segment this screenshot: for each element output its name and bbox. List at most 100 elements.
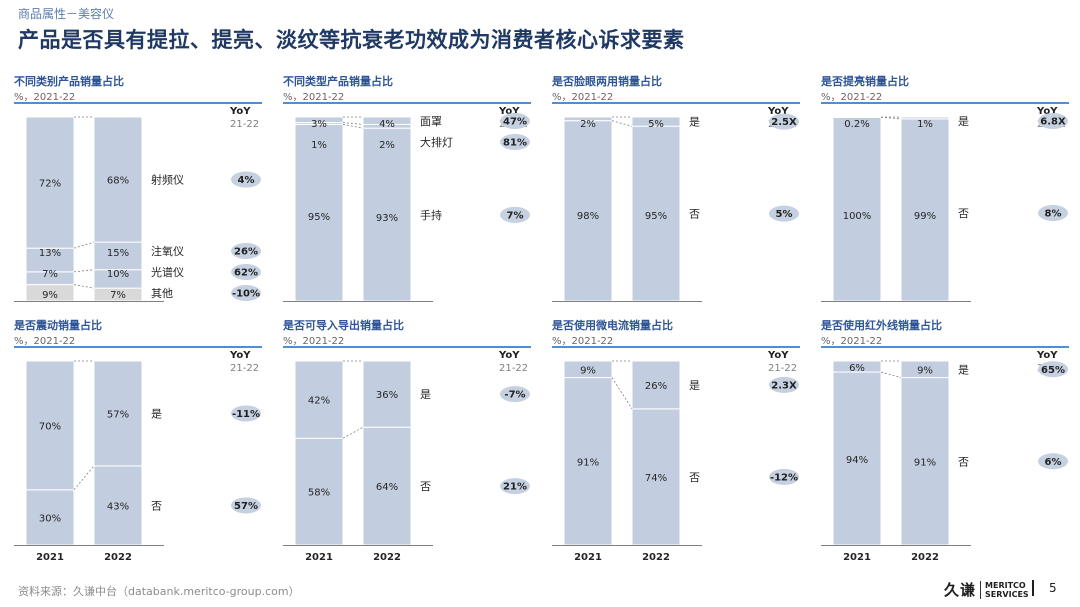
data-label: 42% xyxy=(308,396,330,407)
yoy-badge xyxy=(769,376,799,393)
yoy-value: 62% xyxy=(234,268,258,279)
yoy-badge xyxy=(231,497,261,514)
chart-panel: 是否使用微电流销量占比 %，2021-22 YoY 21-22 9% 91% 26% 74% 是… xyxy=(552,317,802,563)
chart-panel: 是否提亮销量占比%，2021-22YoY21-220.2%100%1%99%是6… xyxy=(821,73,1071,313)
data-label: 1% xyxy=(311,140,327,151)
series-label: 否 xyxy=(958,455,969,468)
data-label: 36% xyxy=(376,390,398,401)
yoy-value: 57% xyxy=(234,501,258,512)
data-label: 64% xyxy=(376,482,398,493)
chart-title: 是否可导入导出销量占比 xyxy=(283,319,404,332)
yoy-badge xyxy=(500,478,530,495)
yoy-period: 21-22 xyxy=(768,363,798,374)
series-label: 否 xyxy=(689,471,700,484)
stacked-bar-chart: 0.2% 100% 1% 99% 是 6.8X 否 8% xyxy=(821,113,1068,302)
data-label: 5% xyxy=(648,119,664,130)
yoy-badge xyxy=(231,171,261,188)
yoy-badge xyxy=(231,285,261,301)
data-label: 100% xyxy=(843,211,872,222)
data-label: 98% xyxy=(577,211,599,222)
connector-line xyxy=(73,241,95,249)
yoy-badge xyxy=(500,386,530,403)
chart-rule xyxy=(821,102,1069,104)
x-tick-label: 2021 xyxy=(843,552,871,563)
data-label: 68% xyxy=(107,176,129,187)
chart-title: 是否使用微电流销量占比 xyxy=(552,319,673,332)
bar-segment xyxy=(563,360,613,379)
data-label: 7% xyxy=(110,290,126,301)
yoy-header: YoY xyxy=(230,350,251,361)
chart-subtitle: %，2021-22 xyxy=(283,336,345,347)
data-label: 99% xyxy=(914,211,936,222)
logo-text: MERITCO SERVICES xyxy=(985,581,1029,599)
x-tick-label: 2022 xyxy=(373,552,401,563)
data-label: 1% xyxy=(917,119,933,130)
chart-title: 是否脸眼两用销量占比 xyxy=(552,75,662,88)
stacked-bar-chart: 9% 91% 26% 74% 是 2.3X 否 -12% 2021 2022 xyxy=(552,360,799,563)
data-label: 3% xyxy=(311,119,327,130)
chart-title: 是否使用红外线销量占比 xyxy=(821,319,942,332)
data-label: 30% xyxy=(39,513,61,524)
logo-divider xyxy=(980,580,982,599)
yoy-value: 8% xyxy=(1045,209,1062,220)
data-label: 9% xyxy=(917,365,933,376)
data-label: 74% xyxy=(645,473,667,484)
data-label: 7% xyxy=(42,269,58,280)
series-label: 大排灯 xyxy=(420,135,453,149)
yoy-badge xyxy=(231,243,261,259)
yoy-badge xyxy=(1038,453,1068,470)
bar-segment xyxy=(93,116,143,243)
page-number: 5 xyxy=(1049,581,1057,595)
stacked-bar-chart: 3% 1% 95% 4% 2% 93% 面罩 47% 大排灯 81% 手持 7% xyxy=(283,113,530,302)
bar-segment xyxy=(362,127,412,302)
source-note: 资料来源：久谦中台（databank.meritco-group.com） xyxy=(18,585,300,598)
series-label: 面罩 xyxy=(420,115,442,128)
yoy-badge xyxy=(769,113,799,130)
series-label: 手持 xyxy=(420,208,442,222)
chart-subtitle: %，2021-22 xyxy=(821,92,883,103)
bar-segment xyxy=(25,360,75,491)
page-title: 产品是否具有提拉、提亮、淡纹等抗衰老功效成为消费者核心诉求要素 xyxy=(18,28,685,52)
yoy-value: 6.8X xyxy=(1040,117,1066,128)
data-label: 9% xyxy=(42,290,58,301)
data-label: 9% xyxy=(580,365,596,376)
chart-panel: 不同类型产品销量占比%，2021-22YoY21-223%1%95%4%2%93… xyxy=(283,73,533,313)
chart-subtitle: %，2021-22 xyxy=(14,336,76,347)
chart-panel: 是否脸眼两用销量占比%，2021-22YoY21-222%98%5%95%是2.… xyxy=(552,73,802,313)
connector-line xyxy=(342,426,364,439)
yoy-value: 47% xyxy=(503,117,527,128)
connector-line xyxy=(880,116,902,120)
chart-title: 不同类型产品销量占比 xyxy=(283,75,393,88)
series-label: 射频仪 xyxy=(151,173,184,187)
yoy-value: -12% xyxy=(770,472,798,483)
bar-segment xyxy=(631,125,681,302)
yoy-value: 5% xyxy=(776,209,793,220)
series-label: 是 xyxy=(689,379,700,392)
x-tick-label: 2022 xyxy=(104,552,132,563)
yoy-value: -7% xyxy=(504,390,525,401)
chart-rule xyxy=(283,346,531,348)
yoy-period: 21-22 xyxy=(230,363,260,374)
yoy-value: 2.5X xyxy=(771,117,797,128)
chart-rule xyxy=(821,346,1069,348)
x-tick-label: 2022 xyxy=(911,552,939,563)
data-label: 26% xyxy=(645,381,667,392)
stacked-bar-chart: 70% 30% 57% 43% 是 -11% 否 57% 2021 2022 xyxy=(14,360,261,563)
bar-segment xyxy=(832,116,882,302)
chart-panel: 是否使用红外线销量占比%，2021-22YoY21-226%94%9%91%是6… xyxy=(821,317,1071,563)
stacked-bar-chart: 72% 13% 7% 9% 68% 15% 10% 7% 射频仪 4% 注氧仪 26% 光谱仪 62% 其他… xyxy=(14,116,261,302)
x-tick-label: 2021 xyxy=(574,552,602,563)
connector-line xyxy=(73,284,95,289)
yoy-header: YoY xyxy=(499,350,520,361)
yoy-value: 81% xyxy=(503,138,527,149)
series-label: 否 xyxy=(689,208,700,221)
data-label: 6% xyxy=(849,363,865,374)
data-label: 94% xyxy=(846,455,868,466)
meritco-logo: 久谦 MERITCO SERVICES xyxy=(944,579,1029,600)
chart-subtitle: %，2021-22 xyxy=(552,336,614,347)
bar-segment xyxy=(900,116,950,120)
connector-line xyxy=(342,122,364,125)
yoy-header: YoY xyxy=(768,106,789,117)
x-tick-label: 2022 xyxy=(642,552,670,563)
bar-segment xyxy=(900,377,950,546)
